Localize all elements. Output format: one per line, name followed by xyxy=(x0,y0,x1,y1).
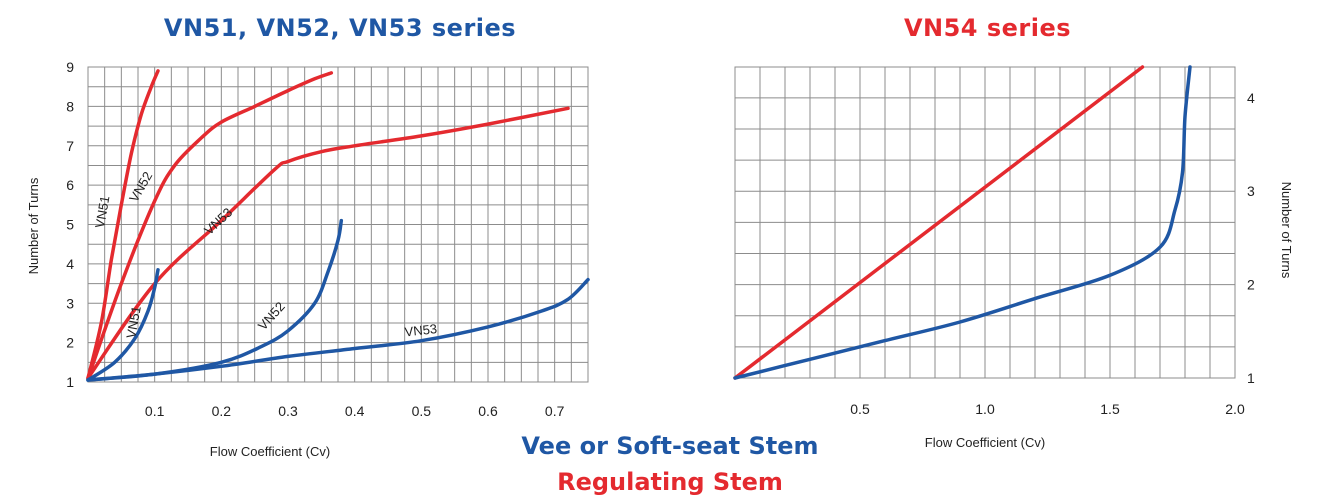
right-y-tick-label: 4 xyxy=(1247,90,1255,106)
right-x-tick-label: 2.0 xyxy=(1225,401,1245,417)
right-chart-title: VN54 series xyxy=(903,14,1072,42)
left-grid xyxy=(87,66,589,383)
left-plot-frame xyxy=(87,66,589,383)
right-x-tick-label: 1.5 xyxy=(1100,401,1120,417)
left-y-axis-label: Number of Turns xyxy=(26,177,41,274)
right-y-axis-label: Number of Turns xyxy=(1279,182,1294,279)
series-vn52-regulating-label: VN52 xyxy=(126,169,155,205)
series-vn51-vee-label: VN51 xyxy=(123,305,143,340)
right-y-tick-label: 2 xyxy=(1247,277,1255,293)
left-x-tick-label: 0.3 xyxy=(278,403,298,419)
right-y-tick-label: 1 xyxy=(1247,370,1255,386)
left-chart-title: VN51, VN52, VN53 series xyxy=(163,14,517,42)
right-x-axis-label: Flow Coefficient (Cv) xyxy=(925,435,1045,450)
left-y-tick-label: 4 xyxy=(66,256,74,272)
series-vn53-vee-line xyxy=(86,277,590,382)
legend-vee-stem: Vee or Soft-seat Stem xyxy=(521,432,819,460)
vn54-vee-line xyxy=(733,65,1192,380)
right-x-tick-label: 0.5 xyxy=(850,401,870,417)
left-x-axis-label: Flow Coefficient (Cv) xyxy=(210,444,330,459)
right-plot-frame xyxy=(734,66,1236,379)
left-chart: 1 2 3 4 5 6 7 8 9 0.1 0.2 0.3 0.4 0.5 0.6 0.7 Flow Coeff… xyxy=(26,59,590,459)
series-vn53-regulating-label: VN53 xyxy=(201,205,235,238)
series-vn51-regulating-label: VN51 xyxy=(92,195,112,230)
right-x-tick-label: 1.0 xyxy=(975,401,995,417)
left-y-tick-label: 7 xyxy=(66,138,74,154)
left-y-tick-label: 2 xyxy=(66,335,74,351)
left-x-tick-label: 0.4 xyxy=(345,403,365,419)
right-y-tick-label: 3 xyxy=(1247,183,1255,199)
left-y-tick-label: 5 xyxy=(66,217,74,233)
left-y-tick-label: 3 xyxy=(66,295,74,311)
right-chart: 1 2 3 4 0.5 1.0 1.5 2.0 Flow Coefficient (Cv) Num… xyxy=(733,65,1294,450)
left-x-tick-label: 0.2 xyxy=(212,403,232,419)
series-vn52-regulating-line xyxy=(86,71,334,380)
legend-regulating-stem: Regulating Stem xyxy=(557,468,783,496)
series-vn51-vee-line xyxy=(86,268,160,382)
left-y-tick-label: 8 xyxy=(66,98,74,114)
series-vn53-vee-label: VN53 xyxy=(404,321,438,339)
series-vn51-regulating-line xyxy=(86,69,160,380)
left-y-tick-label: 9 xyxy=(66,59,74,75)
series-vn53-regulating-line xyxy=(86,106,570,380)
left-x-tick-label: 0.5 xyxy=(412,403,432,419)
left-x-tick-label: 0.6 xyxy=(478,403,498,419)
left-x-tick-label: 0.1 xyxy=(145,403,165,419)
vn54-regulating-line xyxy=(733,65,1145,380)
left-y-tick-label: 6 xyxy=(66,177,74,193)
left-x-tick-label: 0.7 xyxy=(545,403,565,419)
right-grid xyxy=(734,66,1236,379)
left-y-tick-label: 1 xyxy=(66,374,74,390)
